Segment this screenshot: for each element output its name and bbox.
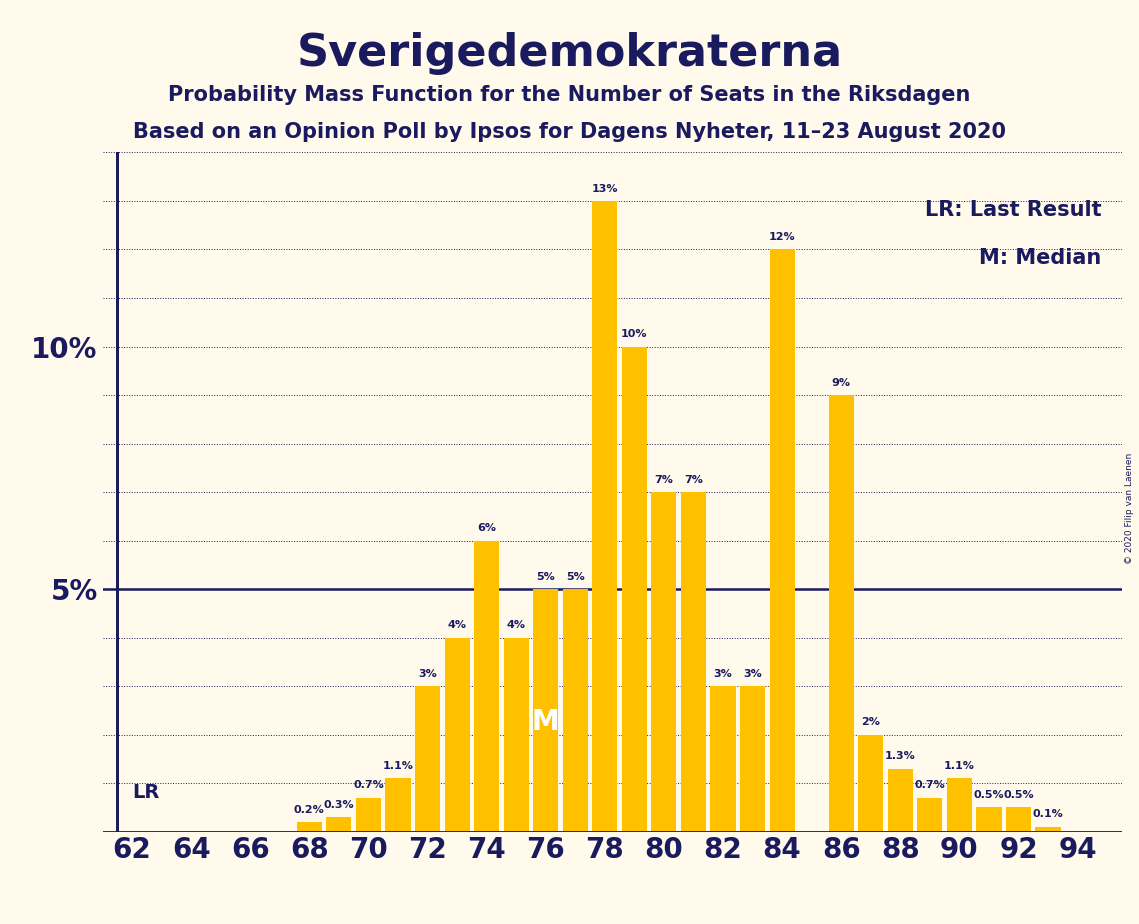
Bar <box>297 822 322 832</box>
Bar <box>533 590 558 832</box>
Text: 13%: 13% <box>591 184 618 194</box>
Bar <box>1006 808 1031 832</box>
Text: 5%: 5% <box>566 572 584 582</box>
Text: 6%: 6% <box>477 523 497 533</box>
Text: Based on an Opinion Poll by Ipsos for Dagens Nyheter, 11–23 August 2020: Based on an Opinion Poll by Ipsos for Da… <box>133 122 1006 142</box>
Text: 1.1%: 1.1% <box>944 761 975 771</box>
Text: 0.5%: 0.5% <box>974 790 1005 800</box>
Bar <box>829 395 854 832</box>
Text: 0.1%: 0.1% <box>1033 809 1064 820</box>
Text: 5%: 5% <box>536 572 555 582</box>
Text: 3%: 3% <box>743 669 762 679</box>
Text: 4%: 4% <box>507 620 526 630</box>
Bar <box>503 638 528 832</box>
Text: LR: LR <box>132 784 159 802</box>
Text: 7%: 7% <box>655 475 673 485</box>
Bar <box>622 346 647 832</box>
Text: 2%: 2% <box>861 717 880 727</box>
Bar <box>415 686 440 832</box>
Text: Probability Mass Function for the Number of Seats in the Riksdagen: Probability Mass Function for the Number… <box>169 85 970 105</box>
Text: 0.7%: 0.7% <box>353 781 384 790</box>
Bar <box>681 492 706 832</box>
Text: LR: Last Result: LR: Last Result <box>925 200 1101 220</box>
Text: 1.3%: 1.3% <box>885 751 916 761</box>
Text: 7%: 7% <box>685 475 703 485</box>
Text: 4%: 4% <box>448 620 467 630</box>
Text: 1.1%: 1.1% <box>383 761 413 771</box>
Text: 12%: 12% <box>769 232 795 242</box>
Bar <box>887 769 912 832</box>
Text: M: M <box>532 709 559 736</box>
Text: 3%: 3% <box>418 669 437 679</box>
Text: © 2020 Filip van Laenen: © 2020 Filip van Laenen <box>1125 453 1134 564</box>
Text: M: Median: M: Median <box>980 248 1101 268</box>
Bar <box>444 638 469 832</box>
Text: 0.2%: 0.2% <box>294 805 325 815</box>
Bar <box>652 492 677 832</box>
Bar <box>563 590 588 832</box>
Bar <box>947 778 972 832</box>
Bar <box>770 249 795 832</box>
Text: 10%: 10% <box>621 329 648 339</box>
Bar <box>917 797 942 832</box>
Bar <box>1035 827 1060 832</box>
Bar <box>711 686 736 832</box>
Text: 0.5%: 0.5% <box>1003 790 1034 800</box>
Text: 9%: 9% <box>831 378 851 388</box>
Bar <box>474 541 499 832</box>
Bar <box>327 817 352 832</box>
Text: 0.7%: 0.7% <box>915 781 945 790</box>
Bar <box>740 686 765 832</box>
Text: 0.3%: 0.3% <box>323 800 354 809</box>
Bar <box>355 797 382 832</box>
Text: Sverigedemokraterna: Sverigedemokraterna <box>296 32 843 76</box>
Bar <box>385 778 410 832</box>
Bar <box>592 201 617 832</box>
Text: 3%: 3% <box>714 669 732 679</box>
Bar <box>858 735 884 832</box>
Bar <box>976 808 1001 832</box>
